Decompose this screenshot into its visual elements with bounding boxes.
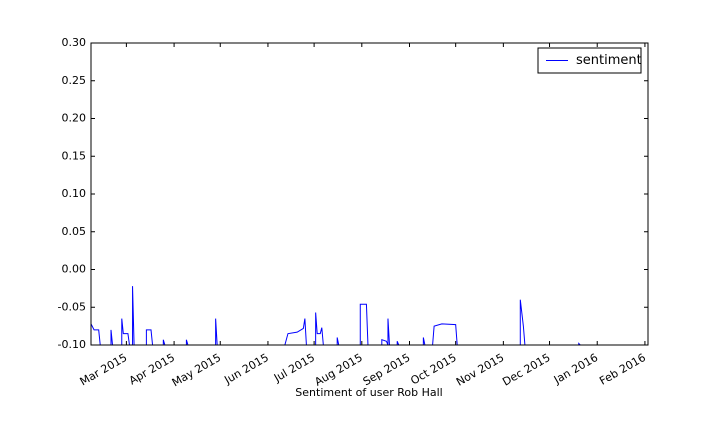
line-series <box>90 286 581 346</box>
y-tick-label: 0.25 <box>62 74 87 87</box>
legend-label: sentiment <box>576 53 642 68</box>
y-tick-label: 0.30 <box>62 36 87 49</box>
y-tick-label: 0.00 <box>62 263 87 276</box>
x-axis-label: Sentiment of user Rob Hall <box>295 386 442 399</box>
x-tick-label: May 2015 <box>170 351 223 389</box>
y-tick-label: -0.05 <box>58 300 86 313</box>
y-tick-label: 0.15 <box>62 149 87 162</box>
x-tick-label: Aug 2015 <box>312 351 364 389</box>
x-tick-label: Nov 2015 <box>454 351 506 389</box>
x-tick-label: Dec 2015 <box>500 351 552 389</box>
legend-box <box>537 47 642 74</box>
x-tick-label: Jul 2015 <box>271 351 317 385</box>
y-tick-label: 0.05 <box>62 225 87 238</box>
plot-frame <box>90 42 649 346</box>
y-tick-label: 0.10 <box>62 187 87 200</box>
x-tick-label: Sep 2015 <box>361 351 413 388</box>
x-tick-label: Feb 2016 <box>597 351 648 388</box>
x-tick-label: Oct 2015 <box>408 351 458 388</box>
x-tick-label: Jan 2016 <box>551 351 600 387</box>
x-tick-label: Mar 2015 <box>78 351 130 388</box>
x-tick-label: Jun 2015 <box>221 351 271 387</box>
x-tick-label: Apr 2015 <box>127 351 177 388</box>
legend: sentiment <box>537 47 642 74</box>
y-tick-label: -0.10 <box>58 338 86 351</box>
y-tick-label: 0.20 <box>62 112 87 125</box>
